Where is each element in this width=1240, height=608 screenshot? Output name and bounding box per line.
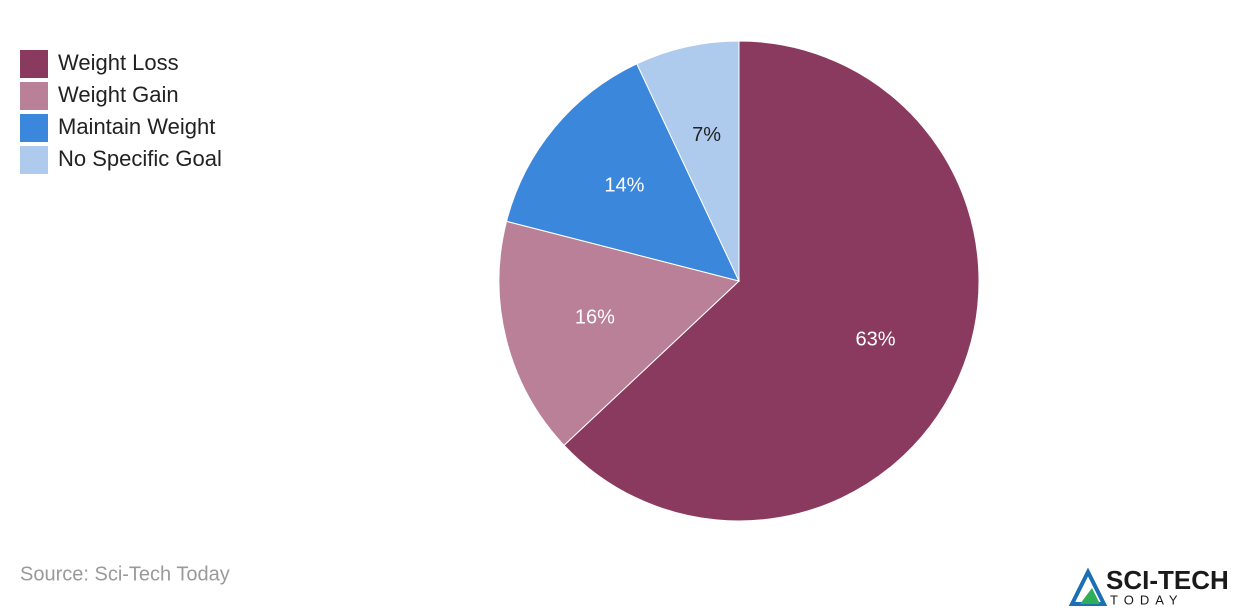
legend-label: No Specific Goal bbox=[58, 146, 222, 171]
legend-swatch bbox=[20, 146, 48, 174]
pie-slice bbox=[498, 220, 741, 446]
legend-swatch bbox=[20, 114, 48, 142]
legend-label: Weight Gain bbox=[58, 82, 179, 107]
logo-subtitle: TODAY bbox=[1110, 592, 1184, 607]
pie-slice bbox=[563, 40, 980, 522]
legend-label: Maintain Weight bbox=[58, 114, 215, 139]
logo: SCI-TECH TODAY bbox=[1068, 565, 1229, 607]
data-label: 7% bbox=[692, 124, 721, 146]
data-label: 16% bbox=[575, 306, 615, 328]
legend-swatch bbox=[20, 82, 48, 110]
legend-label: Weight Loss bbox=[58, 50, 179, 75]
pie-slice bbox=[636, 40, 740, 282]
source-note: Source: Sci-Tech Today bbox=[20, 563, 230, 585]
data-label: 63% bbox=[856, 328, 896, 350]
logo-icon bbox=[1080, 588, 1100, 604]
pie-slice bbox=[505, 63, 740, 282]
data-label: 14% bbox=[604, 174, 644, 196]
logo-title: SCI-TECH bbox=[1106, 565, 1229, 595]
legend-swatch bbox=[20, 50, 48, 78]
